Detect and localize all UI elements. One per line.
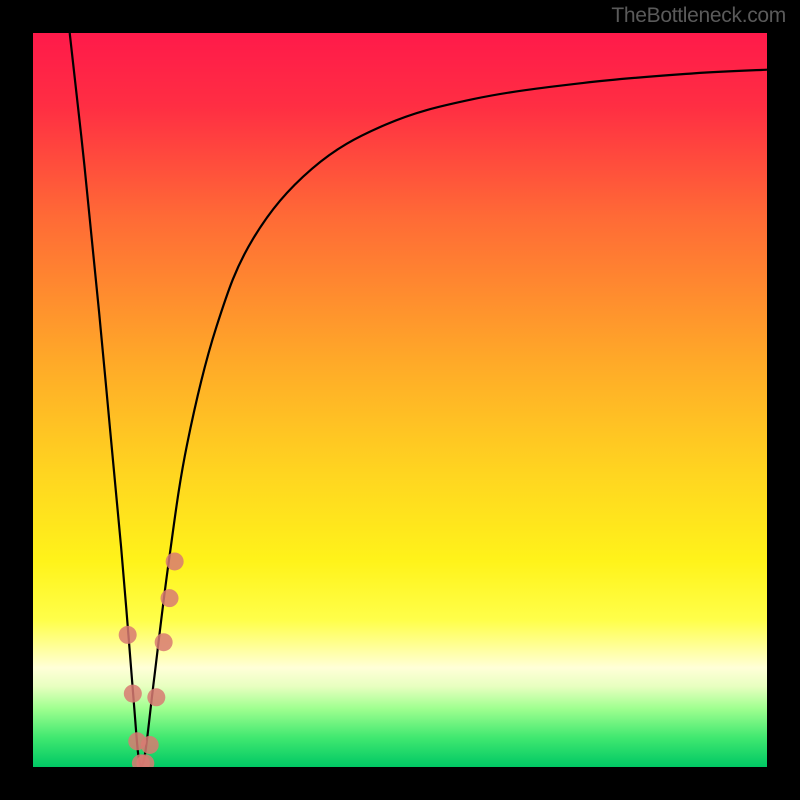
watermark-text: TheBottleneck.com bbox=[611, 4, 786, 28]
data-marker bbox=[141, 736, 159, 754]
curve-right-branch bbox=[141, 70, 767, 767]
data-marker bbox=[166, 552, 184, 570]
chart-svg bbox=[33, 33, 767, 767]
data-marker bbox=[124, 685, 142, 703]
data-marker bbox=[119, 626, 137, 644]
data-marker bbox=[155, 633, 173, 651]
curve-left-branch bbox=[70, 33, 141, 767]
data-marker bbox=[161, 589, 179, 607]
data-marker bbox=[147, 688, 165, 706]
plot-area bbox=[33, 33, 767, 767]
